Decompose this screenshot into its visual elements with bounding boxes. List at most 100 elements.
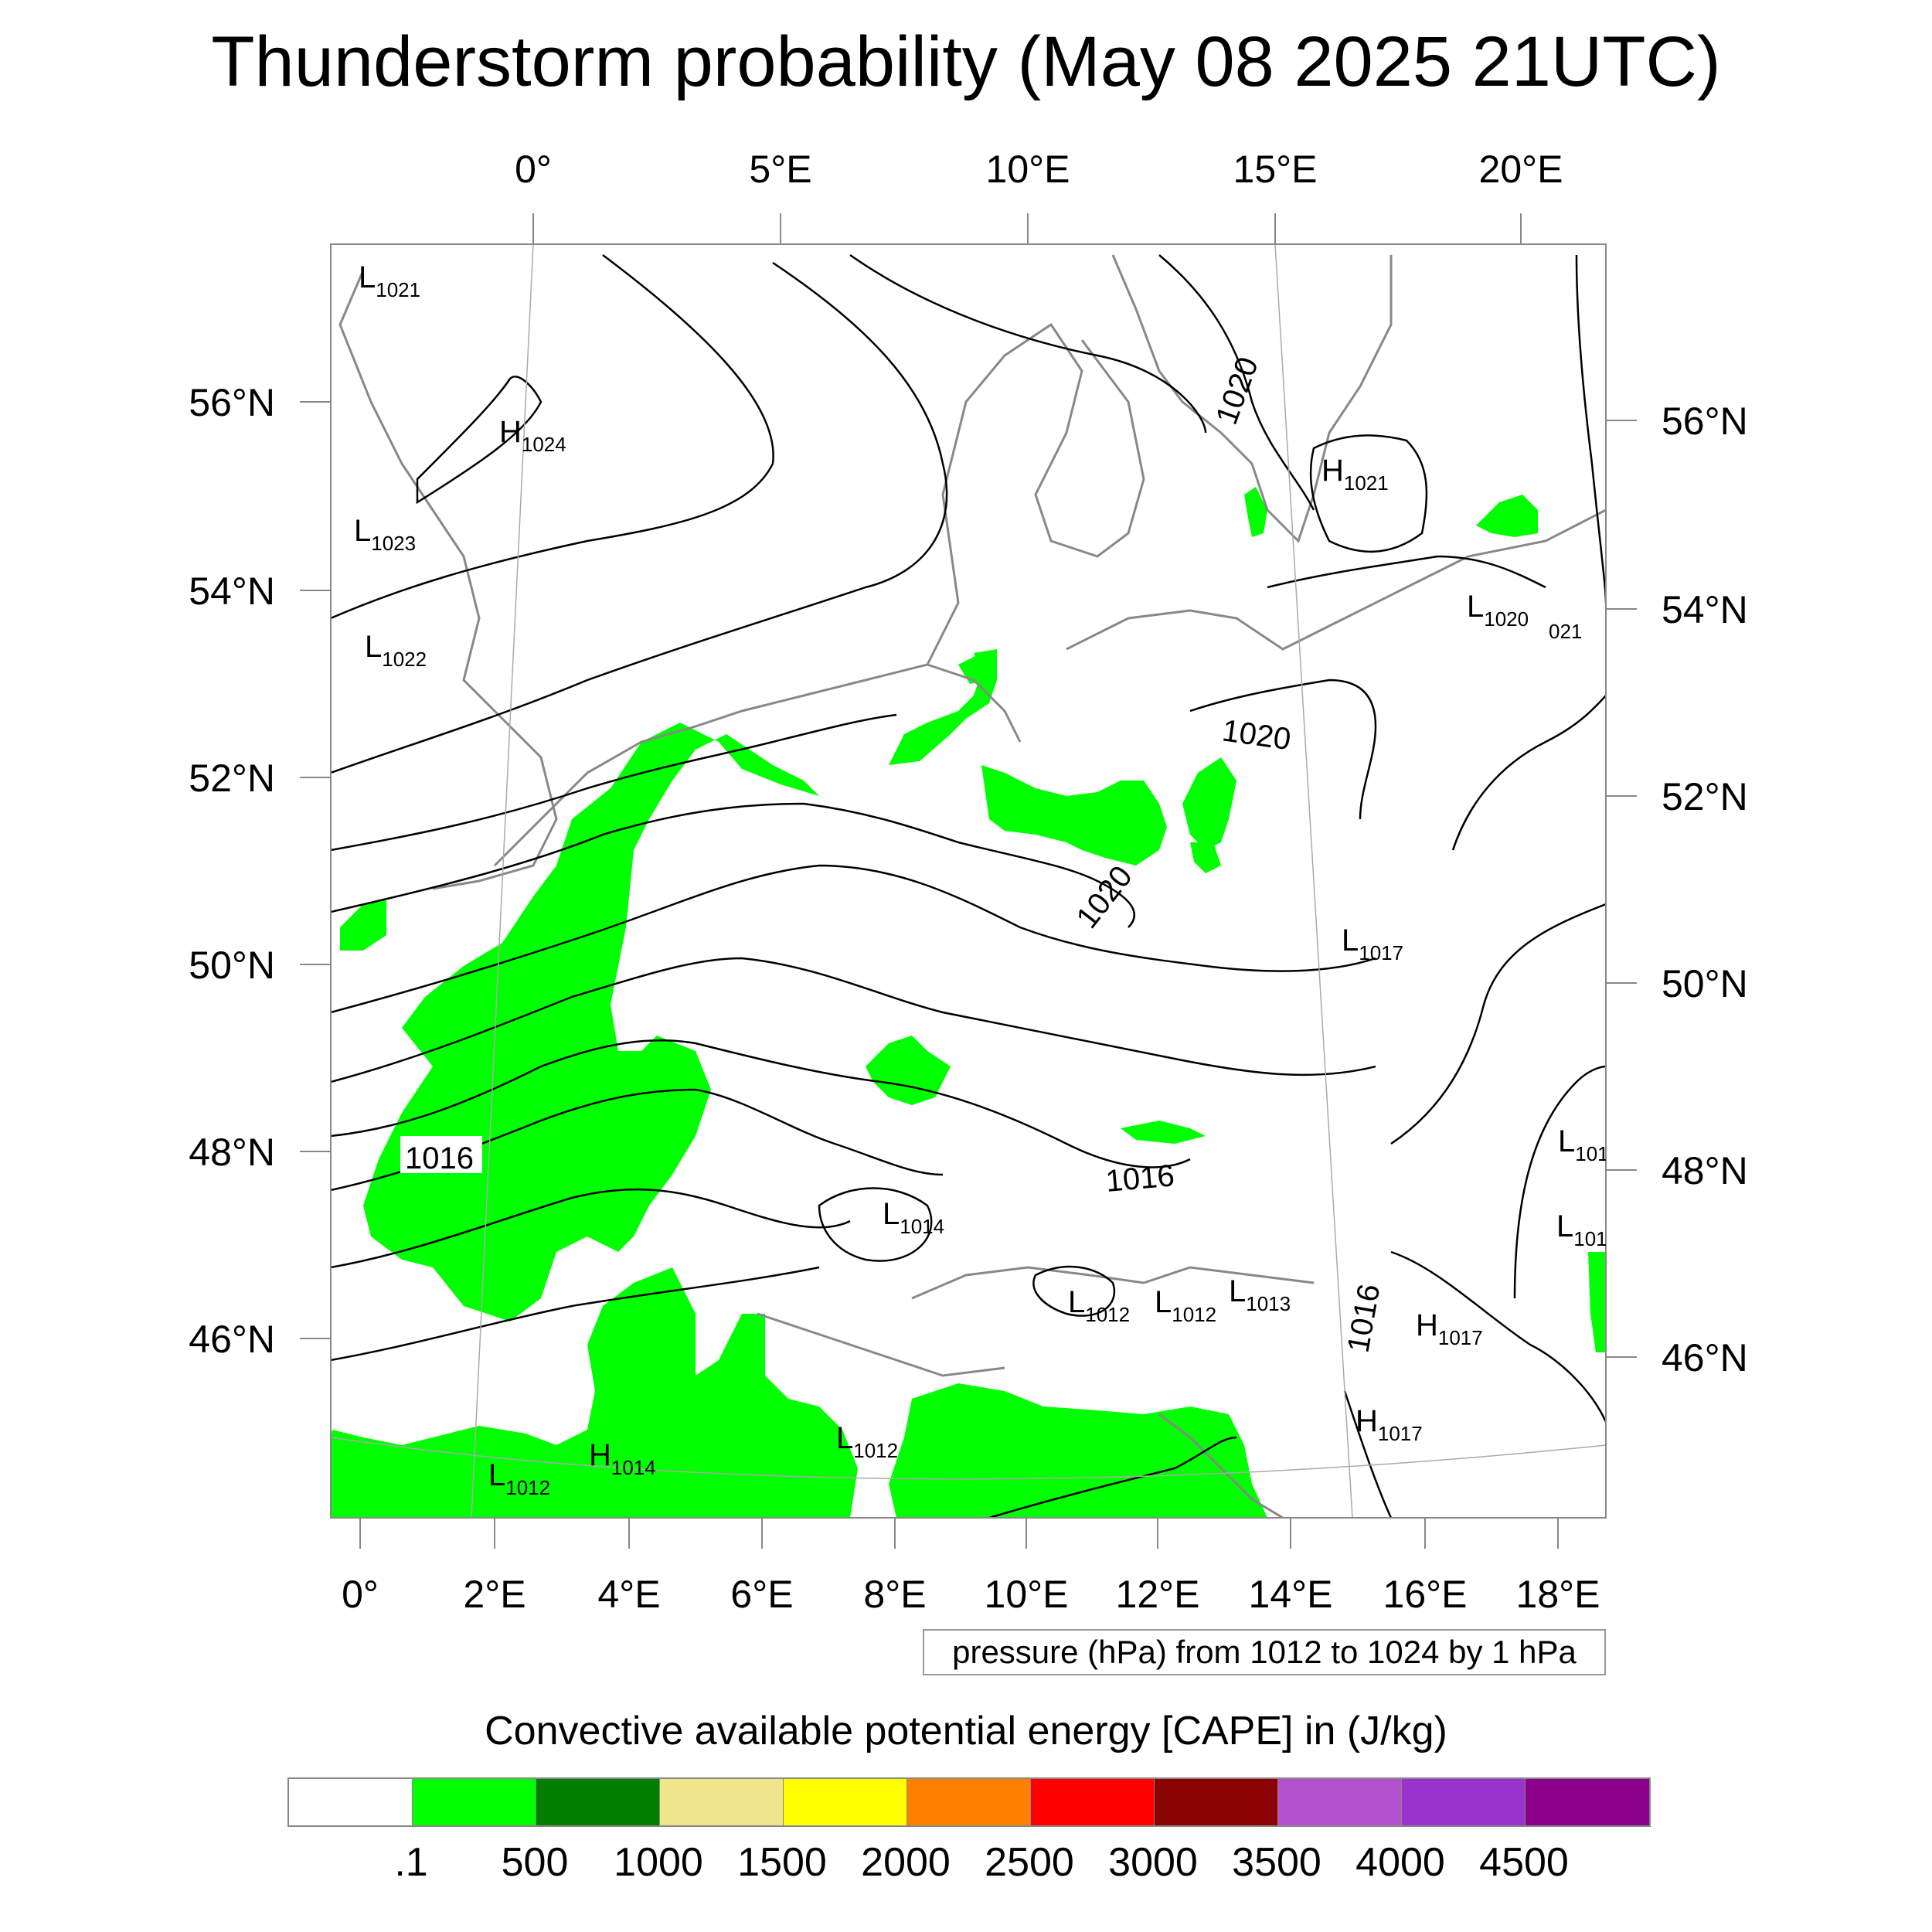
tick-label: 16°E: [1383, 1573, 1468, 1616]
coastlines: [338, 254, 1606, 1518]
cape-region-west: [363, 723, 819, 1321]
isobar: [331, 261, 948, 774]
cape-region-central: [981, 765, 1167, 866]
isobar-label: 1020: [1209, 352, 1265, 429]
tick-label: 12°E: [1116, 1573, 1200, 1616]
colorbar-label: .1: [394, 1840, 428, 1885]
isobar: [1158, 254, 1315, 511]
tick-label: 52°N: [189, 757, 275, 800]
cape-region-southwest: [331, 1267, 858, 1518]
bottom-lon-labels: 0° 2°E 4°E 6°E 8°E 10°E 12°E 14°E 16°E 1…: [342, 1573, 1600, 1616]
tick-label: 52°N: [1662, 775, 1748, 818]
border-france-swiss: [757, 1312, 1005, 1377]
border-alps: [911, 1266, 1315, 1300]
tick-label: 10°E: [986, 148, 1070, 191]
pressure-center-label: L1017: [1342, 923, 1403, 964]
colorbar-label: 4000: [1355, 1840, 1445, 1885]
tick-label: 46°N: [189, 1318, 275, 1361]
tick-label: 20°E: [1479, 148, 1563, 191]
colorbar-label: 2000: [861, 1840, 951, 1885]
pressure-center-label: L101: [1558, 1124, 1609, 1165]
isobar: [331, 1039, 1191, 1168]
colorbar-swatch: [784, 1779, 907, 1825]
cape-region-bavaria: [866, 1036, 951, 1105]
colorbar-swatch: [289, 1779, 413, 1825]
tick-label: 0°: [342, 1573, 379, 1616]
tick-label: 6°E: [730, 1573, 793, 1616]
tick-label: 5°E: [749, 148, 811, 191]
tick-label: 14°E: [1249, 1573, 1333, 1616]
isobar: [331, 1188, 851, 1269]
isobar: [988, 1436, 1237, 1518]
tick-label: 15°E: [1233, 148, 1318, 191]
pressure-center-label: L1012: [1155, 1285, 1216, 1326]
isobar: [1189, 679, 1377, 820]
isobar-label: 021: [1549, 620, 1582, 643]
colorbar-label: 3500: [1232, 1840, 1321, 1885]
pressure-center-label: L1012: [836, 1421, 898, 1462]
meridian-15e: [1274, 244, 1353, 1518]
cape-region-north-germany: [889, 649, 997, 765]
isobar: [331, 1266, 820, 1362]
tick-marks: [300, 213, 1637, 1549]
pressure-center-label: H1024: [499, 415, 566, 456]
isobar-label: 1016: [1104, 1158, 1175, 1199]
pressure-center-label: H1021: [1321, 454, 1389, 495]
parallel-45n: [331, 1437, 1606, 1480]
left-lat-labels: 56°N 54°N 52°N 50°N 48°N 46°N: [189, 381, 275, 1361]
pressure-note: pressure (hPa) from 1012 to 1024 by 1 hP…: [923, 1629, 1606, 1675]
cape-region-poland: [1476, 495, 1538, 537]
colorbar-label: 4500: [1479, 1840, 1569, 1885]
tick-label: 48°N: [1662, 1149, 1748, 1192]
tick-label: 56°N: [1662, 400, 1748, 443]
colorbar-swatch: [413, 1779, 536, 1825]
colorbar-label: 1000: [614, 1840, 703, 1885]
right-lat-labels: 56°N 54°N 52°N 50°N 48°N 46°N: [1662, 400, 1748, 1379]
pressure-center-label: L1012: [488, 1458, 550, 1499]
pressure-center-label: L1013: [1229, 1274, 1291, 1315]
isobar-label: 1016: [1342, 1281, 1387, 1355]
tick-label: 54°N: [1662, 588, 1748, 631]
top-lon-labels: 0° 5°E 10°E 15°E 20°E: [515, 148, 1563, 191]
isobar: [416, 376, 543, 505]
colorbar-swatch: [1402, 1779, 1526, 1825]
isobar-label: 1020: [1070, 859, 1138, 934]
tick-label: 4°E: [597, 1573, 660, 1616]
cape-region-sweden: [1244, 487, 1267, 537]
isobar: [1390, 903, 1606, 1145]
tick-label: 18°E: [1516, 1573, 1600, 1616]
isobar: [331, 802, 1136, 928]
cape-field: [331, 487, 1606, 1518]
isobar: [1451, 695, 1606, 851]
pressure-center-label: H1017: [1355, 1404, 1423, 1445]
colorbar-swatch: [907, 1779, 1031, 1825]
isobar: [1390, 1250, 1606, 1423]
colorbar-title: Convective available potential energy [C…: [485, 1709, 1447, 1753]
tick-label: 54°N: [189, 570, 275, 613]
colorbar-label: 500: [501, 1840, 569, 1885]
isobar: [849, 253, 1207, 434]
colorbar-label: 2500: [985, 1840, 1074, 1885]
pressure-center-label: L1023: [354, 514, 416, 555]
coastline-scandinavia: [1111, 254, 1393, 543]
colorbar-label: 3000: [1108, 1840, 1198, 1885]
isobar-label: 1016: [405, 1141, 474, 1175]
colorbar-label: 1500: [737, 1840, 827, 1885]
pressure-center-label: L1014: [883, 1197, 944, 1238]
isobar: [1032, 1265, 1116, 1317]
isobar: [1575, 254, 1606, 604]
border-german-north: [927, 663, 1022, 743]
cape-region-belgium: [340, 900, 386, 951]
tick-label: 10°E: [985, 1573, 1069, 1616]
tick-label: 46°N: [1662, 1336, 1748, 1379]
coastline-uk-east: [338, 270, 558, 890]
tick-label: 2°E: [463, 1573, 526, 1616]
tick-label: 50°N: [189, 944, 275, 987]
pressure-center-label: L1022: [365, 630, 427, 671]
colorbar-swatch: [536, 1779, 660, 1825]
isobar: [1267, 555, 1546, 589]
isobar: [331, 957, 1376, 1083]
isobar-label: 1020: [1220, 713, 1293, 757]
page-title: Thunderstorm probability (May 08 2025 21…: [211, 22, 1721, 101]
